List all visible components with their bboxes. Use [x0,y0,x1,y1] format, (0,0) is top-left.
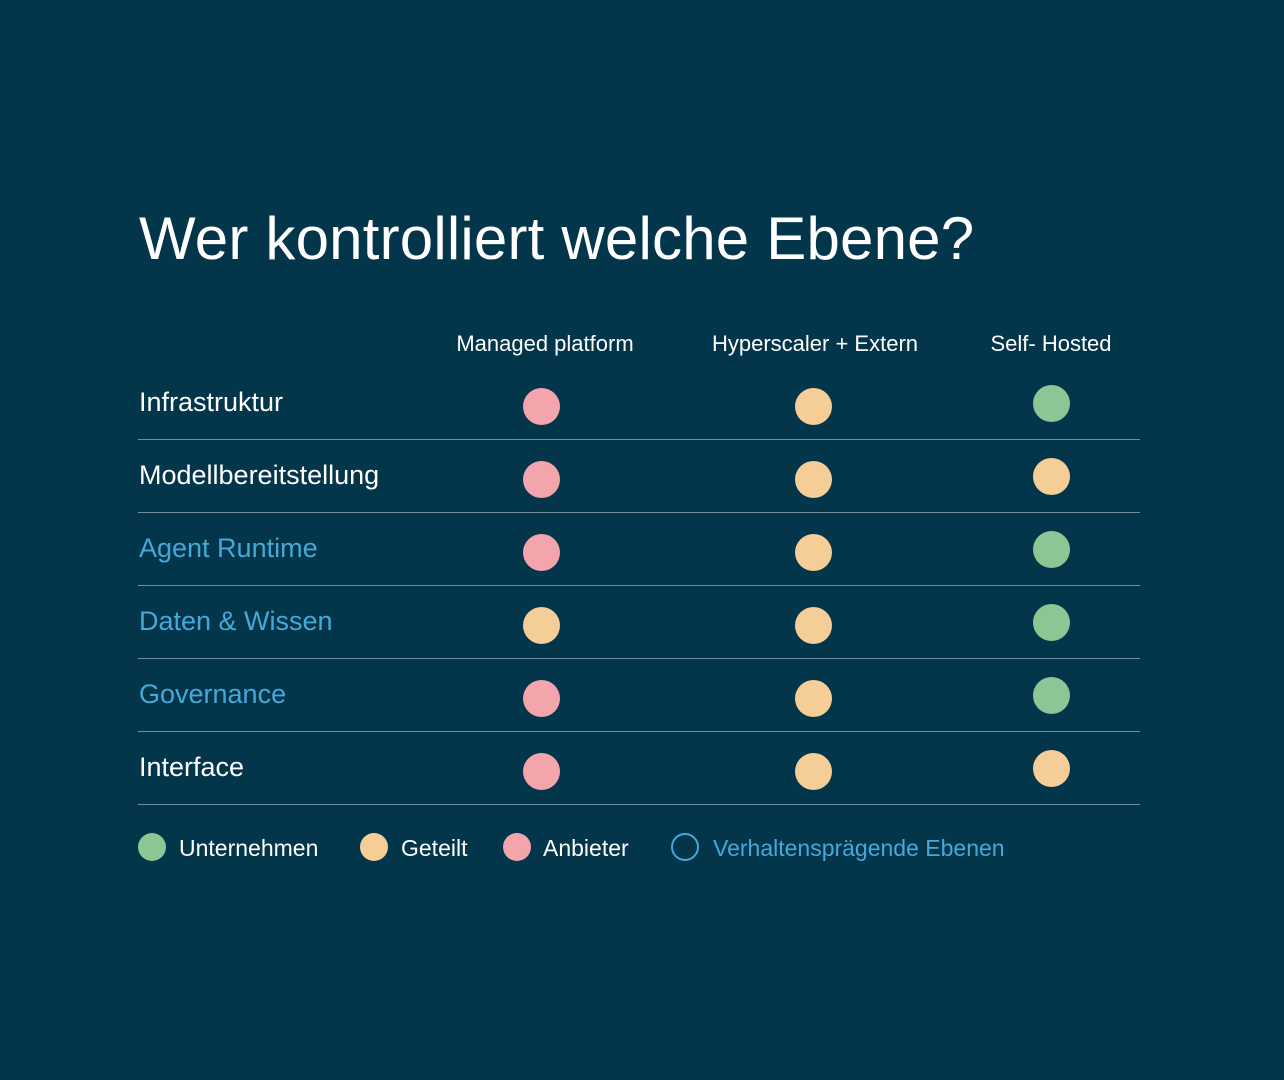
row-label: Agent Runtime [139,533,318,563]
status-dot-geteilt [1032,749,1070,787]
column-header-1: Managed platform [456,331,634,356]
column-header-2: Hyperscaler + Extern [711,331,919,356]
status-dot-unternehmen [1032,676,1070,714]
status-dot-geteilt [794,679,832,717]
page-title: Wer kontrolliert welche Ebene? [139,205,975,272]
legend-dot-anbieter [503,833,531,861]
row-label: Interface [139,752,245,782]
status-dot-geteilt [794,460,832,498]
matrix-row: Daten & Wissen [138,585,1140,659]
legend-dot-geteilt [360,833,388,861]
row-label: Infrastruktur [139,387,284,417]
legend: Unternehmen Geteilt Anbieter Verhaltensp… [0,830,1284,870]
legend-dot-unternehmen [138,833,166,861]
legend-label: Verhaltensprägende Ebenen [713,835,1005,861]
matrix-row: Infrastruktur [138,366,1140,440]
legend-label: Anbieter [543,835,629,861]
status-dot-unternehmen [1032,530,1070,568]
status-dot-geteilt [794,387,832,425]
status-dot-anbieter [522,387,560,425]
row-label: Governance [139,679,287,709]
status-dot-geteilt [1032,457,1070,495]
matrix-row: Governance [138,658,1140,732]
matrix-row: Interface [138,731,1140,805]
status-dot-geteilt [794,533,832,571]
legend-ring-icon [671,833,699,861]
status-dot-unternehmen [1032,384,1070,422]
status-dot-geteilt [794,752,832,790]
column-header-3: Self- Hosted [990,331,1112,356]
matrix-row: Agent Runtime [138,512,1140,586]
row-label: Daten & Wissen [139,606,333,636]
status-dot-unternehmen [1032,603,1070,641]
row-label: Modellbereitstellung [139,460,380,490]
status-dot-geteilt [794,606,832,644]
status-dot-anbieter [522,752,560,790]
legend-label: Geteilt [401,835,468,861]
status-dot-anbieter [522,533,560,571]
status-dot-geteilt [522,606,560,644]
status-dot-anbieter [522,679,560,717]
matrix-row: Modellbereitstellung [138,439,1140,513]
status-dot-anbieter [522,460,560,498]
legend-label: Unternehmen [179,835,319,861]
